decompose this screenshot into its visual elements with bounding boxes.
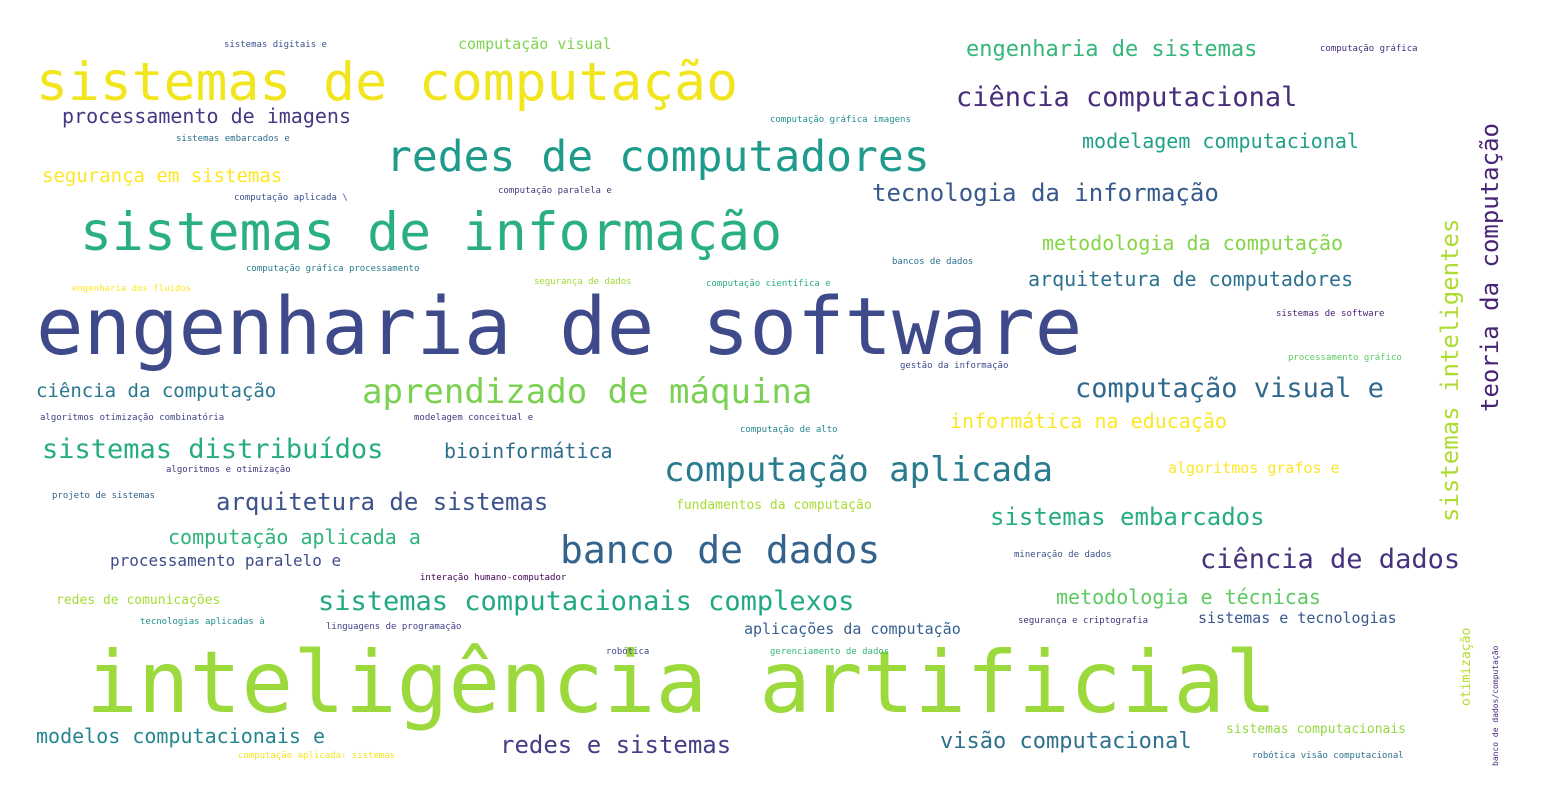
word: redes de computadores — [386, 132, 930, 182]
word: algoritmos e otimização — [166, 465, 291, 475]
word: sistemas de informação — [80, 202, 782, 263]
word: metodologia e técnicas — [1056, 585, 1321, 609]
word: aprendizado de máquina — [362, 372, 813, 412]
word: robótica — [606, 647, 650, 657]
word: visão computacional — [940, 729, 1192, 754]
word: computação gráfica imagens — [770, 115, 911, 125]
word: tecnologia da informação — [872, 179, 1219, 207]
word: teoria da computação — [1476, 123, 1504, 412]
word: sistemas distribuídos — [42, 434, 384, 465]
word: inteligência artificial — [86, 633, 1277, 733]
word: sistemas de computação — [36, 52, 738, 113]
word: computação visual e — [1075, 373, 1384, 404]
word: otimização — [1459, 627, 1474, 706]
word: algoritmos otimização combinatória — [40, 413, 225, 423]
word: processamento de imagens — [62, 104, 351, 128]
word: sistemas e tecnologias — [1198, 609, 1397, 627]
word: engenharia de sistemas — [966, 37, 1258, 62]
word: segurança e criptografia — [1018, 616, 1149, 626]
word: computação de alto — [740, 425, 838, 435]
word: processamento paralelo e — [110, 551, 342, 570]
word: computação gráfica — [1320, 44, 1418, 54]
word: sistemas embarcados — [990, 503, 1265, 531]
word: sistemas de software — [1276, 309, 1385, 319]
word: tecnologias aplicadas à — [140, 617, 265, 627]
word: arquitetura de sistemas — [216, 488, 549, 516]
word: modelagem computacional — [1082, 129, 1359, 153]
word: sistemas computacionais complexos — [318, 586, 855, 617]
word: robótica visão computacional — [1252, 751, 1404, 761]
word: sistemas embarcados e — [176, 134, 290, 144]
word: banco de dados — [560, 528, 881, 572]
word: ciência computacional — [956, 82, 1298, 113]
word: modelos computacionais e — [36, 724, 325, 748]
word: arquitetura de computadores — [1028, 267, 1354, 291]
word: aplicações da computação — [744, 620, 961, 638]
word: computação científica e — [706, 279, 831, 289]
word: modelagem conceitual e — [414, 413, 534, 423]
word: banco de dados/computação — [1491, 645, 1500, 766]
word: computação aplicada \ — [234, 193, 348, 203]
word: computação aplicada — [664, 450, 1053, 490]
word: computação visual — [458, 35, 612, 53]
word: gestão da informação — [900, 361, 1009, 371]
word: computação gráfica processamento — [246, 264, 420, 274]
word: mineração de dados — [1014, 550, 1112, 560]
word: segurança em sistemas — [42, 165, 283, 187]
word: bancos de dados — [892, 257, 974, 267]
word: segurança de dados — [534, 277, 632, 287]
word: ciência de dados — [1200, 544, 1461, 575]
word: ciência da computação — [36, 380, 277, 402]
word: bioinformática — [444, 439, 613, 463]
word: gerenciamento de dados — [770, 647, 890, 657]
word: processamento gráfico — [1288, 353, 1402, 363]
word: engenharia dos fluidos — [72, 284, 192, 294]
word: fundamentos da computação — [676, 498, 872, 513]
word: informática na educação — [950, 409, 1227, 433]
word: sistemas computacionais — [1226, 722, 1407, 737]
word: linguagens de programação — [326, 622, 462, 632]
word: computação aplicada a — [168, 525, 421, 549]
word: interação humano-computador — [420, 573, 567, 583]
word: sistemas digitais e — [224, 40, 327, 50]
word: projeto de sistemas — [52, 491, 155, 501]
word: computação paralela e — [498, 186, 612, 196]
word: redes e sistemas — [500, 731, 732, 759]
word: computação aplicada: sistemas — [238, 751, 396, 761]
word: redes de comunicações — [56, 593, 221, 608]
word: engenharia de software — [36, 281, 1083, 373]
word: algoritmos grafos e — [1168, 459, 1340, 477]
word: sistemas inteligentes — [1436, 218, 1464, 522]
word: metodologia da computação — [1042, 231, 1344, 255]
